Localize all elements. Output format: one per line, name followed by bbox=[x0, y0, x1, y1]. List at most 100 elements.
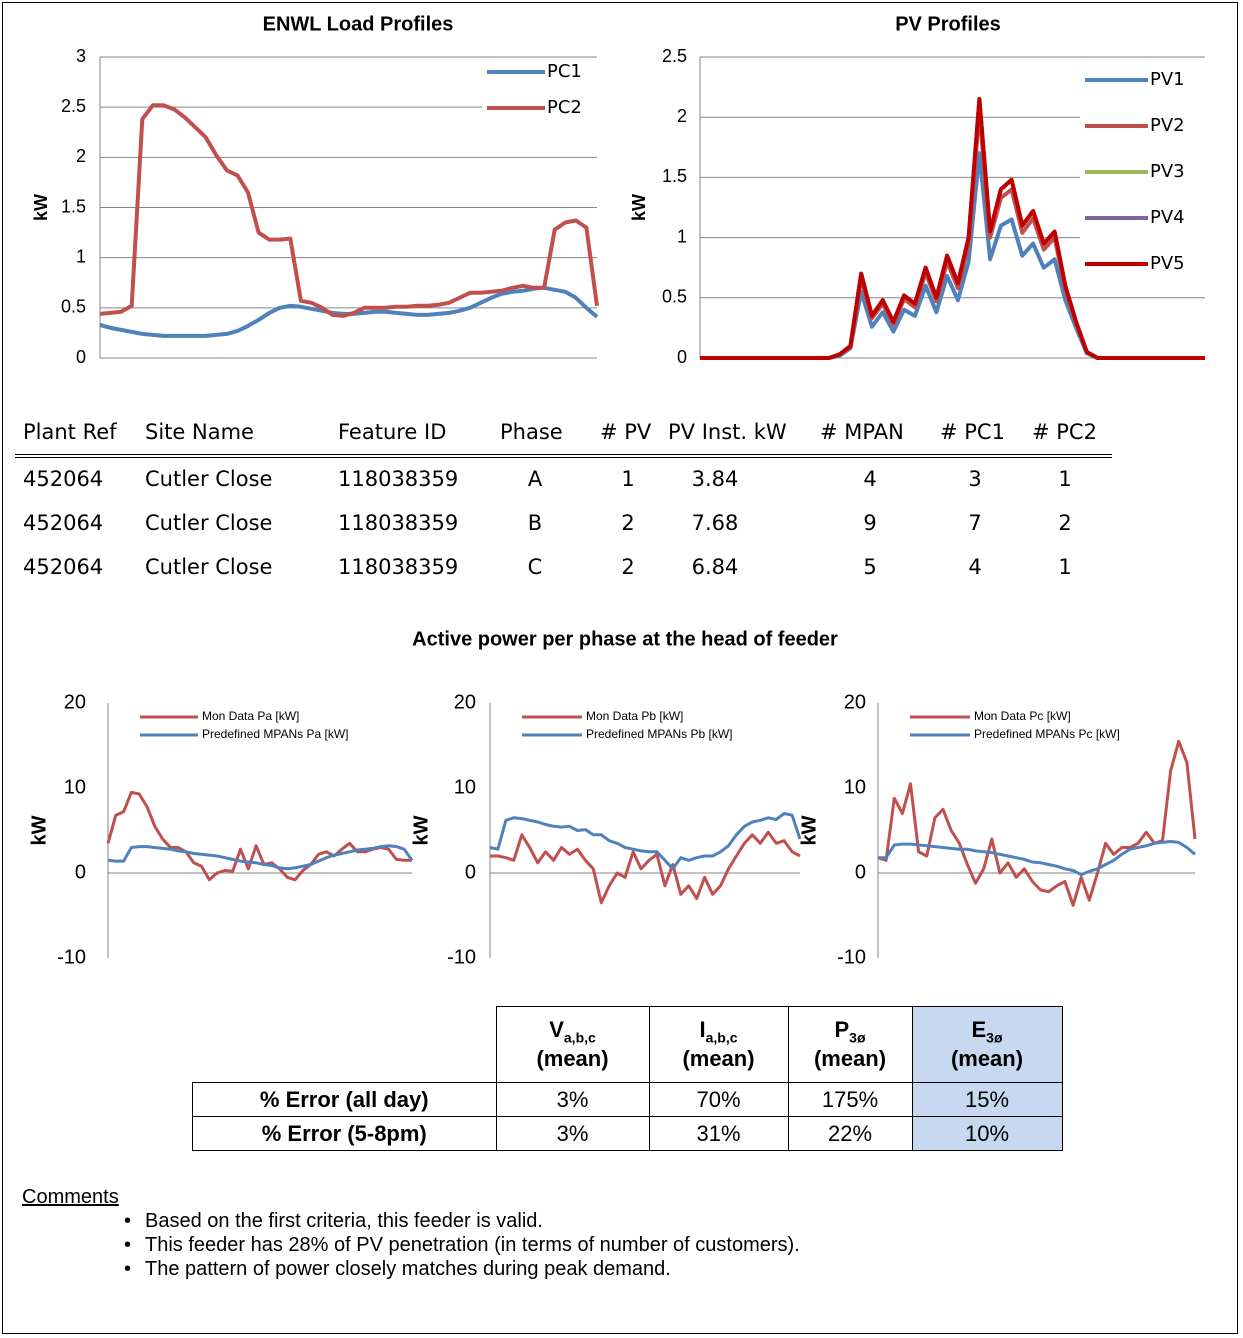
series-line bbox=[107, 844, 414, 871]
row-label: % Error (5-8pm) bbox=[192, 1116, 497, 1151]
y-tick-label: 10 bbox=[844, 776, 866, 798]
table-cell: 2 bbox=[621, 555, 635, 579]
table-cell: 1 bbox=[1058, 467, 1072, 491]
series-line bbox=[99, 285, 599, 338]
table-cell: Cutler Close bbox=[145, 467, 273, 491]
y-tick-label: 2 bbox=[76, 146, 86, 166]
table-header: Feature ID bbox=[338, 420, 447, 444]
header-symbol: P bbox=[834, 1017, 850, 1043]
table-header: # MPAN bbox=[820, 420, 904, 444]
y-tick-label: -10 bbox=[837, 946, 866, 968]
error-table: Va,b,c (mean) Ia,b,c (mean) P3ø (mean) E3ø (mea… bbox=[192, 1006, 1063, 1151]
error-value: 15% bbox=[911, 1082, 1063, 1117]
header-rule bbox=[15, 454, 1112, 458]
y-tick-label: 3 bbox=[76, 46, 86, 66]
table-cell: 3.84 bbox=[691, 467, 739, 491]
y-axis-label: kW bbox=[410, 815, 432, 845]
bullet: • bbox=[124, 1210, 132, 1232]
legend-label: PV5 bbox=[1150, 253, 1185, 274]
blank-cell bbox=[192, 1006, 496, 1083]
column-header: E3ø (mean) bbox=[911, 1006, 1063, 1083]
y-tick-label: 0.5 bbox=[662, 287, 687, 307]
y-tick-label: 1.5 bbox=[662, 166, 687, 186]
y-axis-label: kW bbox=[798, 815, 820, 845]
table-header: PV Inst. kW bbox=[668, 420, 787, 444]
header-row: Va,b,c (mean) Ia,b,c (mean) P3ø (mean) E3ø (mea… bbox=[192, 1006, 1063, 1083]
series-line bbox=[490, 830, 801, 905]
header-note: (mean) bbox=[950, 1045, 1024, 1071]
header-subscript: 3ø bbox=[849, 1029, 866, 1046]
series-line bbox=[878, 840, 1196, 877]
y-tick-label: 1.5 bbox=[61, 196, 86, 216]
data-row: % Error (all day) 3% 70% 175% 15% bbox=[192, 1082, 1063, 1117]
legend-label: Predefined MPANs Pa [kW] bbox=[202, 727, 349, 741]
table-cell: Cutler Close bbox=[145, 555, 273, 579]
series-line bbox=[99, 103, 599, 318]
header-note: (mean) bbox=[813, 1045, 887, 1071]
data-row: % Error (5-8pm) 3% 31% 22% 10% bbox=[192, 1116, 1063, 1151]
table-cell: 118038359 bbox=[338, 467, 459, 491]
series-line bbox=[106, 790, 412, 882]
header-symbol: V bbox=[549, 1017, 564, 1043]
table-cell: 452064 bbox=[23, 555, 104, 579]
column-header: P3ø (mean) bbox=[787, 1006, 913, 1083]
header-subscript: 3ø bbox=[986, 1029, 1003, 1046]
table-cell: 5 bbox=[863, 555, 877, 579]
table-header: Phase bbox=[500, 420, 563, 444]
y-tick-label: 0 bbox=[75, 861, 86, 883]
y-tick-label: 10 bbox=[64, 776, 86, 798]
y-tick-label: 2.5 bbox=[61, 96, 86, 116]
legend-label: Mon Data Pc [kW] bbox=[974, 709, 1071, 723]
table-cell: 4 bbox=[968, 555, 982, 579]
y-tick-label: 20 bbox=[64, 691, 86, 713]
header-note: (mean) bbox=[536, 1045, 609, 1071]
table-cell: 452064 bbox=[23, 511, 104, 535]
table-cell: 7.68 bbox=[691, 511, 739, 535]
y-tick-label: 0 bbox=[677, 347, 687, 367]
table-cell: 118038359 bbox=[338, 511, 459, 535]
y-tick-label: 10 bbox=[454, 776, 476, 798]
table-cell: C bbox=[527, 555, 543, 579]
y-tick-label: 1 bbox=[677, 226, 687, 246]
series-line bbox=[877, 739, 1197, 907]
table-header: Plant Ref bbox=[23, 420, 117, 444]
table-cell: 2 bbox=[1058, 511, 1072, 535]
comments-title: Comments bbox=[22, 1186, 119, 1208]
comment: Based on the first criteria, this feeder… bbox=[145, 1210, 543, 1232]
y-tick-label: 2.5 bbox=[662, 46, 687, 66]
table-cell: 118038359 bbox=[338, 555, 459, 579]
table-header: # PC2 bbox=[1032, 420, 1097, 444]
table-header: Site Name bbox=[145, 420, 254, 444]
error-value: 31% bbox=[648, 1116, 789, 1151]
header-symbol: I bbox=[699, 1017, 706, 1043]
table-cell: A bbox=[527, 467, 543, 491]
legend-label: PV4 bbox=[1150, 207, 1185, 228]
y-tick-label: 20 bbox=[844, 691, 866, 713]
error-value: 3% bbox=[495, 1116, 650, 1151]
y-tick-label: -10 bbox=[57, 946, 86, 968]
y-axis-label: kW bbox=[28, 815, 50, 845]
error-value: 175% bbox=[787, 1082, 913, 1117]
column-header: Ia,b,c (mean) bbox=[648, 1006, 789, 1083]
table-cell: 1 bbox=[1058, 555, 1072, 579]
y-tick-label: 2 bbox=[677, 106, 687, 126]
legend-label: Mon Data Pa [kW] bbox=[202, 709, 299, 723]
y-axis-label: kW bbox=[31, 194, 51, 221]
legend-label: Predefined MPANs Pb [kW] bbox=[586, 727, 733, 741]
y-tick-label: 0 bbox=[855, 861, 866, 883]
section-title: Active power per phase at the head of fe… bbox=[412, 628, 838, 650]
y-tick-label: 20 bbox=[454, 691, 476, 713]
legend-label: PC1 bbox=[547, 61, 582, 82]
bullet: • bbox=[124, 1234, 132, 1256]
table-cell: Cutler Close bbox=[145, 511, 273, 535]
legend-label: PV2 bbox=[1150, 115, 1185, 136]
chart-title: ENWL Load Profiles bbox=[263, 13, 454, 35]
error-value: 22% bbox=[787, 1116, 913, 1151]
column-header: Va,b,c (mean) bbox=[495, 1006, 650, 1083]
header-subscript: a,b,c bbox=[563, 1029, 596, 1046]
y-tick-label: -10 bbox=[447, 946, 476, 968]
table-cell: 452064 bbox=[23, 467, 104, 491]
table-header: # PV bbox=[600, 420, 652, 444]
legend-label: PV3 bbox=[1150, 161, 1185, 182]
